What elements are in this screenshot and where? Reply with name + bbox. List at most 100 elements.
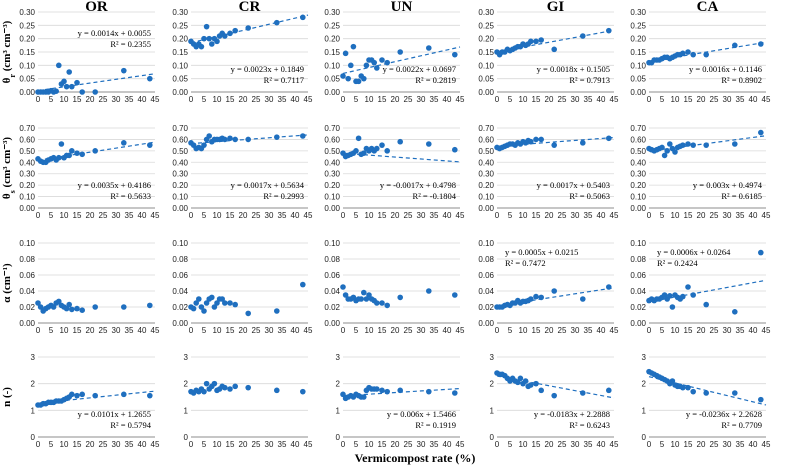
data-point xyxy=(379,57,385,63)
y-tick-label: 0.15 xyxy=(478,48,494,57)
data-point xyxy=(56,62,62,69)
x-tick-label: 30 xyxy=(571,211,580,220)
x-tick-label: 40 xyxy=(597,440,606,449)
data-point xyxy=(374,145,380,152)
x-tick-label: 35 xyxy=(584,440,593,449)
x-tick-label: 20 xyxy=(391,326,400,335)
data-point xyxy=(426,288,432,294)
data-point xyxy=(533,136,539,143)
y-tick-label: 0.20 xyxy=(172,35,188,44)
data-point xyxy=(515,379,521,386)
data-point xyxy=(79,391,85,398)
y-tick-label: 0.40 xyxy=(172,158,188,167)
y-tick-label: 3 xyxy=(336,353,341,362)
panel-thetas-gi: 0.00 0.10 0.20 0.30 0.40 0.50 0.60 0.70 0 5 10 15 20… xyxy=(478,124,619,220)
data-point xyxy=(528,38,534,45)
x-tick-label: 30 xyxy=(112,326,121,335)
data-point xyxy=(732,42,738,49)
x-tick-label: 35 xyxy=(584,95,593,104)
x-tick-label: 20 xyxy=(86,211,95,220)
x-tick-label: 0 xyxy=(647,440,652,449)
x-tick-label: 25 xyxy=(404,440,413,449)
data-point xyxy=(300,388,306,395)
x-tick-label: 15 xyxy=(532,326,541,335)
x-tick-label: 10 xyxy=(671,211,680,220)
data-point xyxy=(685,141,691,147)
data-point xyxy=(340,73,346,79)
x-tick-label: 0 xyxy=(495,95,500,104)
x-tick-label: 30 xyxy=(417,440,426,449)
x-tick-label: 20 xyxy=(391,95,400,104)
y-tick-label: 0.60 xyxy=(19,135,35,144)
row-y-label-sub: s xyxy=(8,190,17,193)
row-y-label-main: α (cm⁻¹) xyxy=(1,263,13,303)
y-tick-label: 0.50 xyxy=(172,147,188,156)
x-tick-label: 0 xyxy=(189,95,194,104)
data-point xyxy=(374,300,380,306)
y-tick-label: 0.00 xyxy=(19,88,35,97)
trend-line xyxy=(342,152,461,163)
y-tick-label: 0.60 xyxy=(324,135,340,144)
x-tick-label: 0 xyxy=(36,211,41,220)
y-tick-label: 0.60 xyxy=(172,135,188,144)
y-tick-label: 0.06 xyxy=(324,271,340,280)
data-point xyxy=(690,51,696,58)
x-tick-label: 5 xyxy=(354,95,359,104)
y-tick-label: 0.20 xyxy=(324,181,340,190)
x-tick-label: 15 xyxy=(684,95,693,104)
data-point xyxy=(664,148,670,154)
y-tick-label: 0.15 xyxy=(324,48,340,57)
regression-equation: y = 0.006x + 1.5466 xyxy=(387,409,456,419)
data-point xyxy=(371,59,378,66)
y-tick-label: 3 xyxy=(490,353,495,362)
x-tick-label: 15 xyxy=(378,211,387,220)
x-tick-label: 45 xyxy=(762,440,771,449)
data-point xyxy=(363,296,370,302)
data-point xyxy=(222,33,228,39)
y-tick-label: 0.10 xyxy=(324,61,340,70)
x-tick-label: 0 xyxy=(36,326,41,335)
y-tick-label: 0.15 xyxy=(19,48,35,57)
data-point xyxy=(147,392,153,399)
data-point xyxy=(690,388,696,395)
y-tick-label: 3 xyxy=(642,353,647,362)
column-title: GI xyxy=(547,0,565,15)
x-tick-label: 20 xyxy=(697,440,706,449)
r-squared-label: R² = 0.8902 xyxy=(721,75,762,85)
regression-equation: y = 0.0017x + 0.5634 xyxy=(231,180,305,190)
regression-equation: y = 0.0014x + 0.0055 xyxy=(78,28,151,38)
x-tick-label: 20 xyxy=(239,211,248,220)
data-point xyxy=(452,51,458,58)
y-tick-label: 0.00 xyxy=(630,319,646,328)
row-y-label: θs (cm³ cm⁻³) xyxy=(1,137,17,200)
x-tick-label: 5 xyxy=(202,440,207,449)
x-tick-label: 5 xyxy=(49,95,54,104)
x-tick-label: 5 xyxy=(660,211,665,220)
data-point xyxy=(685,384,691,391)
data-point xyxy=(426,141,432,147)
x-tick-label: 30 xyxy=(417,211,426,220)
data-point xyxy=(366,292,372,298)
data-point xyxy=(758,396,764,403)
x-tick-label: 35 xyxy=(430,211,439,220)
y-tick-label: 0.08 xyxy=(478,255,494,264)
x-tick-label: 45 xyxy=(762,95,771,104)
x-tick-label: 40 xyxy=(291,440,300,449)
x-tick-label: 10 xyxy=(671,326,680,335)
x-tick-label: 5 xyxy=(660,440,665,449)
regression-equation: y = 0.0023x + 0.1849 xyxy=(231,64,304,74)
data-point xyxy=(379,387,385,394)
x-tick-label: 45 xyxy=(304,326,313,335)
y-tick-label: 0.10 xyxy=(478,193,494,202)
y-tick-label: 0.06 xyxy=(19,271,35,280)
data-point xyxy=(426,45,432,51)
y-tick-label: 0.70 xyxy=(19,124,35,133)
y-tick-label: 3 xyxy=(31,353,36,362)
y-tick-label: 0.04 xyxy=(19,287,35,296)
y-tick-label: 0.00 xyxy=(324,88,340,97)
data-point xyxy=(353,148,359,154)
x-tick-label: 30 xyxy=(571,326,580,335)
x-tick-label: 0 xyxy=(647,326,652,335)
panel-alpha-or: 0.00 0.02 0.04 0.06 0.08 0.10 0 5 10 15 20 25 30 35 40… xyxy=(19,239,160,335)
